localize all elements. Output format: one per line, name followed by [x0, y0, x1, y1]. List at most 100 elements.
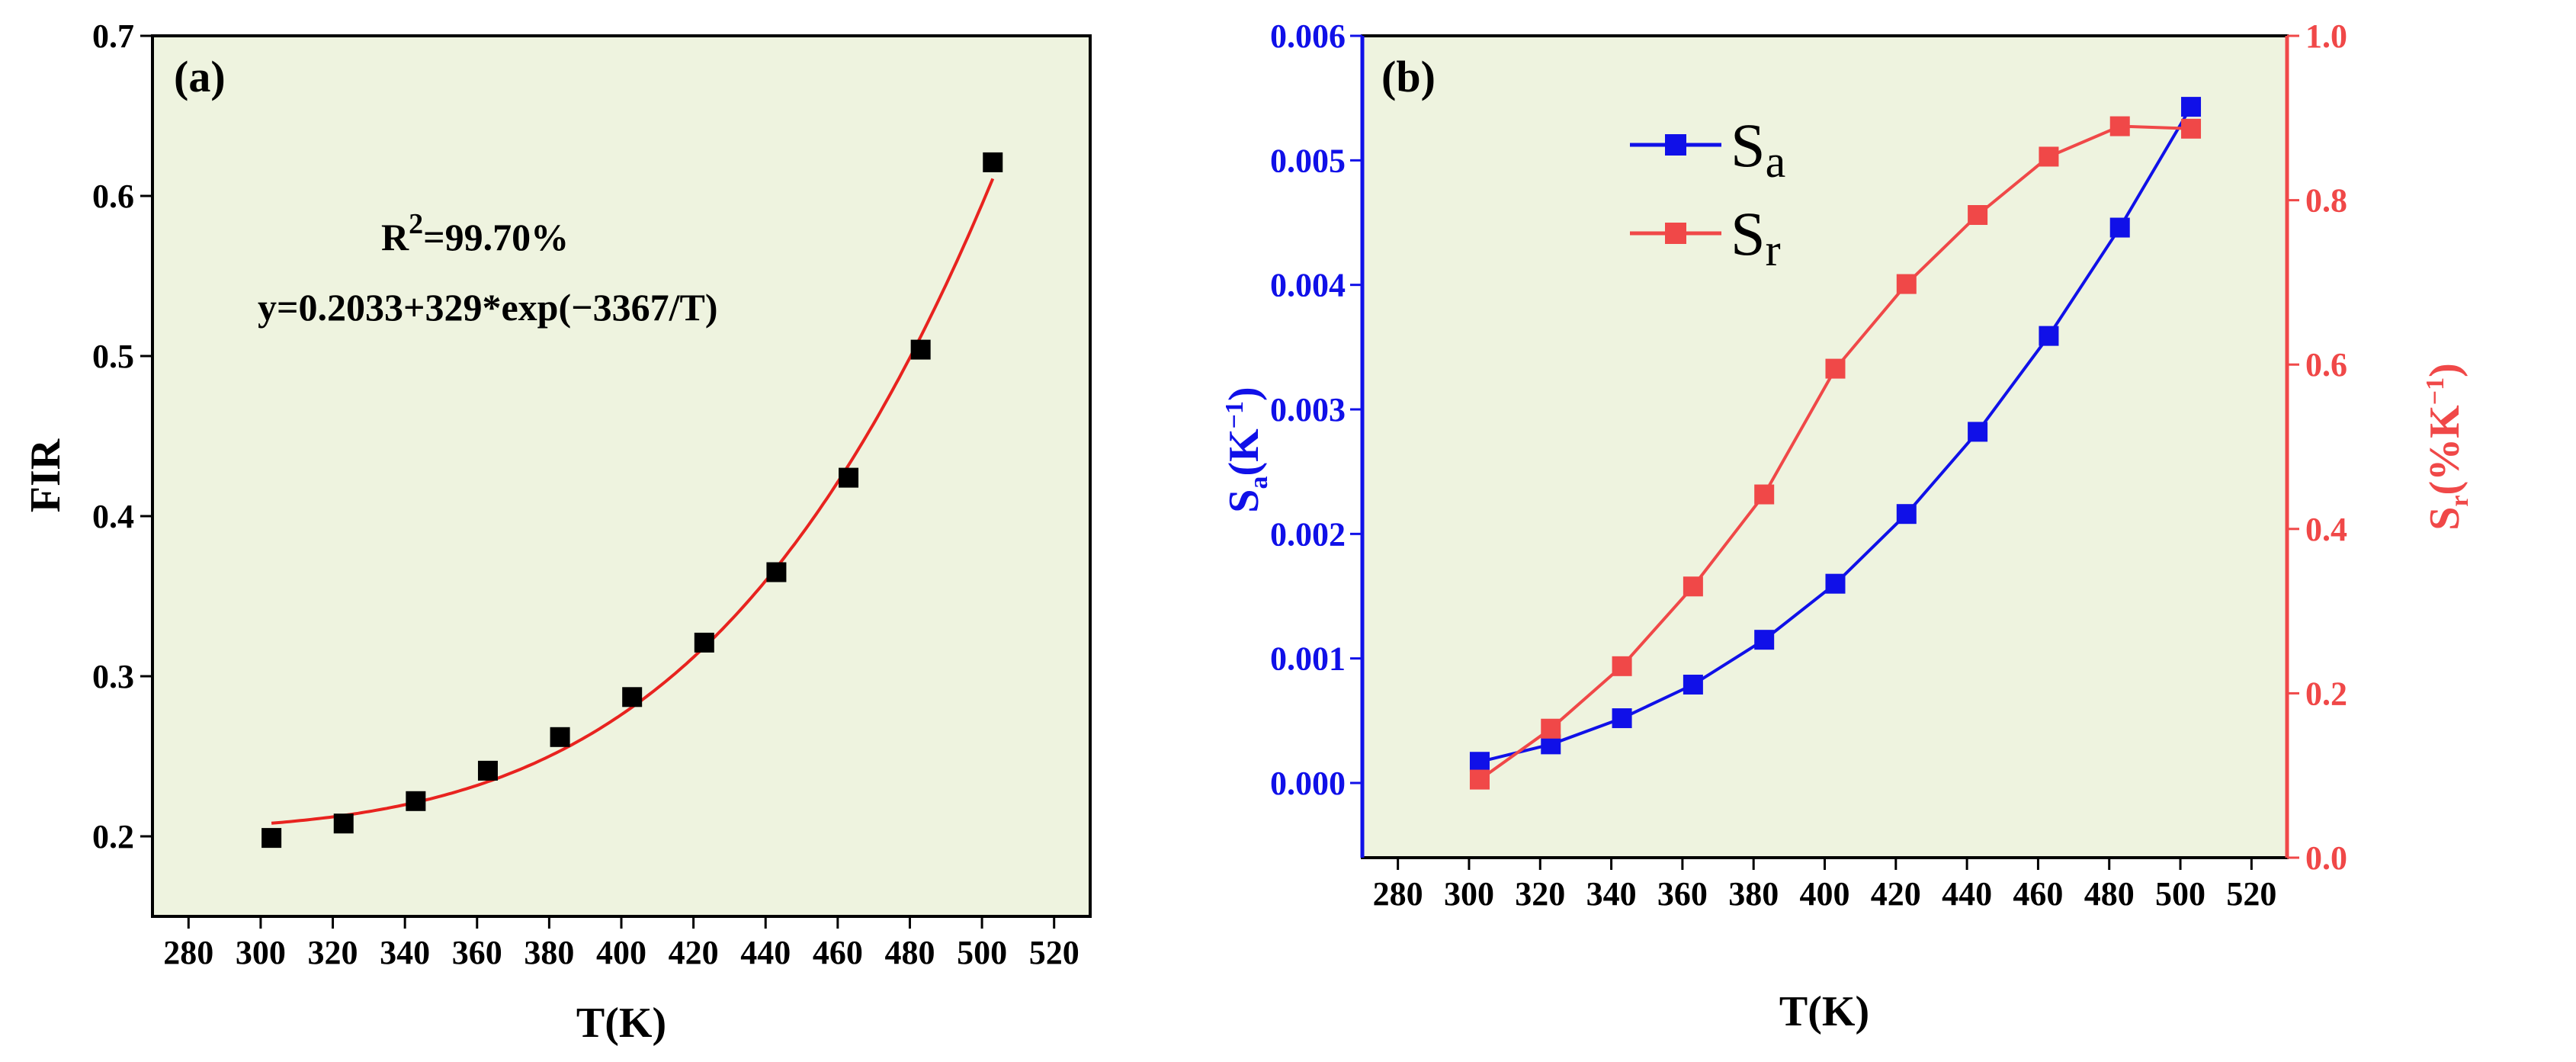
- panel-b-right-y-tick-label: 0.0: [2305, 839, 2347, 877]
- legend-sr-label: Sr: [1731, 199, 1781, 275]
- series-sr-point: [1683, 576, 1703, 597]
- panel-a-chart: 0.2 0.3 0.4 0.5 0.6 0.7 280 300 320 340 360 380 400…: [22, 18, 1092, 1047]
- panel-b-right-y-tick-label: 0.6: [2305, 346, 2347, 383]
- legend-sr-marker: [1665, 223, 1686, 244]
- panel-b-plot-area: [1361, 34, 2289, 859]
- fir-data-point: [694, 632, 714, 653]
- legend-sa-marker: [1665, 134, 1686, 156]
- panel-b-right-y-title: Sr(%K−1): [2421, 363, 2474, 531]
- panel-b-right-y-tick-label: 0.2: [2305, 675, 2347, 712]
- r2-base: R: [381, 216, 409, 258]
- r2-annotation: R2=99.70%: [381, 208, 569, 258]
- panel-a-y-tick-label: 0.5: [92, 338, 134, 375]
- series-sr-point: [2109, 116, 2130, 136]
- series-sa-point: [1968, 422, 1988, 442]
- panel-b-x-tick-label: 360: [1657, 875, 1708, 913]
- series-sr-point: [1968, 205, 1988, 226]
- panel-a-x-tick-label: 400: [596, 934, 646, 971]
- fir-data-point: [477, 760, 498, 781]
- panel-b-x-tick-label: 480: [2084, 875, 2135, 913]
- fir-data-point: [261, 828, 282, 849]
- panel-a-y-tick-label: 0.3: [92, 658, 134, 695]
- panel-b-left-y-tick-label: 0.005: [1270, 142, 1346, 179]
- panel-b-right-y-tick-label: 1.0: [2305, 18, 2347, 55]
- legend-sa-label: Sa: [1731, 111, 1785, 187]
- panel-a-x-tick-label: 360: [452, 934, 502, 971]
- panel-b-x-tick-label: 440: [1942, 875, 1992, 913]
- fir-data-point: [766, 562, 787, 582]
- series-sa-point: [1896, 504, 1917, 525]
- panel-b-left-y-tick-label: 0.002: [1270, 515, 1346, 553]
- panel-b-left-y-tick-label: 0.006: [1270, 18, 1346, 55]
- panel-a-x-tick-label: 520: [1029, 934, 1079, 971]
- series-sa-point: [1683, 674, 1703, 695]
- panel-b-left-y-tick-label: 0.000: [1270, 765, 1346, 802]
- panel-a-x-tick-label: 300: [236, 934, 286, 971]
- series-sr-point: [1469, 769, 1490, 790]
- fir-data-point: [983, 152, 1003, 172]
- panel-a-x-tick-label: 480: [884, 934, 935, 971]
- panel-b-x-tick-label: 400: [1800, 875, 1850, 913]
- panel-b-x-ticks: 280 300 320 340 360 380 400 420 440 460 480 500 520: [1373, 858, 2276, 913]
- panel-b-x-tick-label: 500: [2155, 875, 2205, 913]
- panel-b-marks: [1469, 97, 2202, 790]
- panel-a-x-tick-label: 460: [813, 934, 863, 971]
- panel-b-x-tick-label: 300: [1444, 875, 1494, 913]
- panel-b-left-y-tick-label: 0.004: [1270, 267, 1346, 304]
- series-sr-point: [2039, 146, 2059, 167]
- panel-a-x-tick-label: 500: [957, 934, 1007, 971]
- panel-b-x-tick-label: 520: [2226, 875, 2276, 913]
- fir-data-point: [333, 813, 354, 834]
- panel-b-x-tick-label: 320: [1515, 875, 1565, 913]
- panel-b-right-y-tick-label: 0.4: [2305, 511, 2347, 548]
- series-sr-point: [1754, 484, 1775, 505]
- series-sa-point: [1612, 708, 1632, 729]
- r2-value: =99.70%: [423, 216, 569, 258]
- panel-a-x-tick-label: 340: [380, 934, 430, 971]
- panel-b-left-y-ticks: 0.000 0.001 0.002 0.003 0.004 0.005 0.006: [1270, 18, 1362, 802]
- panel-b-right-y-tick-label: 0.8: [2305, 182, 2347, 220]
- panel-a-x-tick-label: 280: [163, 934, 213, 971]
- panel-a-x-tick-label: 440: [740, 934, 791, 971]
- panel-a-plot-area: [151, 34, 1092, 918]
- legend: Sa Sr: [1630, 111, 1785, 275]
- panel-b-left-y-tick-label: 0.001: [1270, 640, 1346, 678]
- panel-a-y-tick-label: 0.4: [92, 498, 134, 535]
- panel-a-x-tick-label: 320: [308, 934, 358, 971]
- series-sr-point: [1825, 358, 1846, 379]
- series-sa-point: [2181, 97, 2202, 117]
- series-sa-point: [1469, 752, 1490, 772]
- panel-a-x-ticks: 280 300 320 340 360 380 400 420 440 460 480 500 520: [163, 916, 1079, 971]
- panel-a-y-title: FIR: [22, 438, 69, 512]
- panel-a-y-tick-label: 0.7: [92, 18, 134, 55]
- series-sa-point: [1825, 573, 1846, 594]
- series-sr-point: [1896, 274, 1917, 294]
- series-sa-point: [1754, 630, 1775, 650]
- fir-data-point: [839, 467, 859, 488]
- panel-b-x-tick-label: 380: [1728, 875, 1779, 913]
- panel-b-x-tick-label: 340: [1586, 875, 1637, 913]
- series-sr-point: [1612, 656, 1632, 676]
- panel-a-x-tick-label: 380: [524, 934, 574, 971]
- fit-equation: y=0.2033+329*exp(−3367/T): [258, 286, 718, 329]
- panel-b-left-y-tick-label: 0.003: [1270, 391, 1346, 428]
- fir-data-point: [550, 727, 570, 747]
- panel-a-y-ticks: 0.2 0.3 0.4 0.5 0.6 0.7: [92, 18, 152, 855]
- panel-b-label: (b): [1381, 52, 1436, 101]
- series-sa-point: [2039, 326, 2059, 346]
- fit-curve: [271, 178, 995, 825]
- r2-sup: 2: [409, 208, 423, 240]
- panel-a-x-title: T(K): [576, 999, 666, 1047]
- fir-data-point: [910, 339, 931, 360]
- panel-b-x-tick-label: 460: [2013, 875, 2063, 913]
- fir-data-point: [622, 687, 643, 707]
- panel-a-x-tick-label: 420: [669, 934, 719, 971]
- fir-data-point: [406, 791, 426, 811]
- series-sa-point: [2109, 217, 2130, 238]
- panel-b-left-y-title: Sa(K−1): [1221, 387, 1273, 512]
- panel-b-x-tick-label: 420: [1871, 875, 1921, 913]
- series-sr-point: [1541, 718, 1561, 739]
- series-sr-point: [2181, 118, 2202, 139]
- panel-b-right-y-ticks: 0.0 0.2 0.4 0.6 0.8 1.0: [2287, 18, 2347, 877]
